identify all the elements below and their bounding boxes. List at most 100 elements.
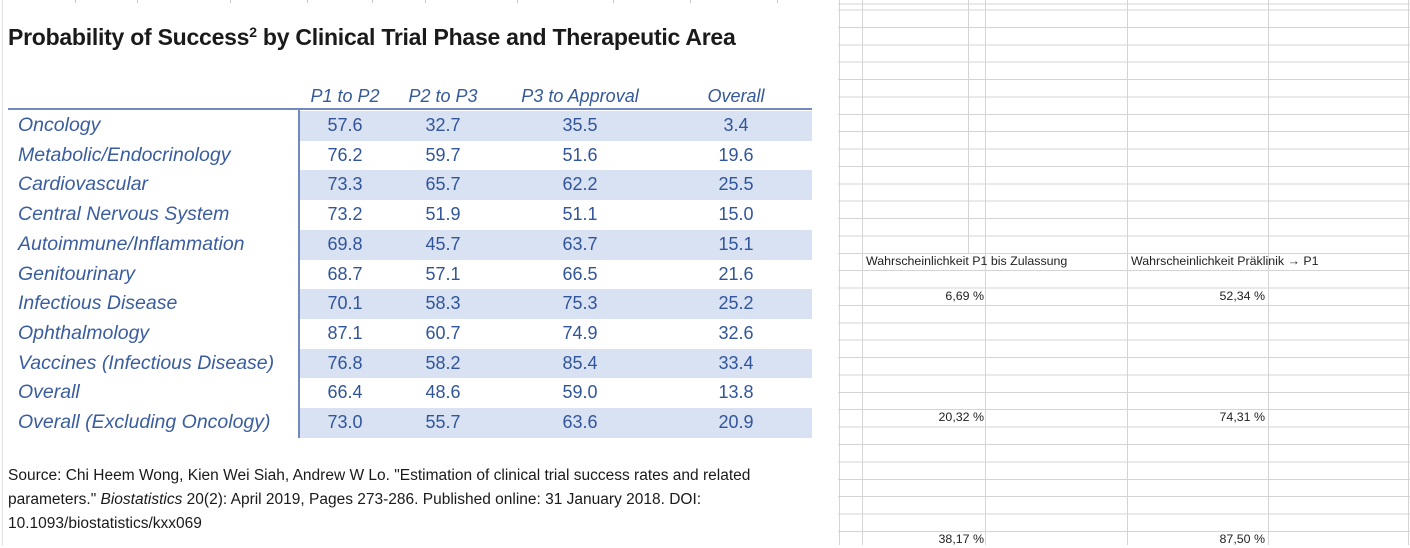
cell-value: 73.2 — [327, 204, 363, 225]
table-row-genitourinary: Genitourinary 68.7 57.1 66.5 21.6 — [0, 260, 812, 290]
label-values-divider — [298, 108, 300, 438]
table-row-vaccines: Vaccines (Infectious Disease) 76.8 58.2 … — [0, 348, 812, 379]
cell-value: 32.7 — [425, 115, 461, 135]
cell-value: 13.8 — [718, 382, 754, 403]
cell-value: 74.9 — [562, 323, 598, 344]
title-superscript: 2 — [249, 24, 257, 40]
row-shading — [300, 408, 812, 438]
table-row-ophthalmology: Ophthalmology 87.1 60.7 74.9 32.6 — [0, 319, 812, 349]
gridline-tick — [613, 0, 614, 3]
cell-value: 60.7 — [425, 323, 461, 344]
column-header-overall: Overall — [707, 86, 765, 106]
row-label: Overall (Excluding Oncology) — [18, 411, 271, 434]
cell-value: 73.3 — [327, 174, 363, 195]
column-gridline-fragment — [2, 0, 3, 545]
cell-value: 70.1 — [327, 293, 363, 314]
cell-value: 68.7 — [327, 263, 363, 284]
column-gridline — [985, 0, 986, 545]
cell-value: 59.7 — [425, 144, 461, 165]
table-row-autoimmune: Autoimmune/Inflammation 69.8 45.7 63.7 1… — [0, 229, 812, 260]
source-citation: Source: Chi Heem Wong, Kien Wei Siah, An… — [8, 464, 750, 537]
cell-value-praeklinik-p1-1[interactable]: 52,34 % — [1219, 288, 1265, 303]
table-row-cns: Central Nervous System 73.2 51.9 51.1 15… — [0, 200, 812, 230]
header-underline — [8, 108, 812, 110]
cell-value-p1-zulassung-2[interactable]: 20,32 % — [938, 410, 984, 425]
cell-value: 73.0 — [327, 412, 363, 433]
cell-value: 45.7 — [425, 233, 461, 254]
cell-value: 62.2 — [562, 174, 598, 195]
cell-value: 69.8 — [327, 233, 363, 254]
column-gridline — [862, 0, 863, 545]
column-header-p1-to-p2: P1 to P2 — [310, 86, 380, 106]
cell-value: 32.6 — [718, 323, 754, 344]
cell-value-p1-zulassung-1[interactable]: 6,69 % — [945, 288, 984, 303]
cell-value: 76.8 — [327, 352, 363, 373]
cell-value-p1-zulassung-3[interactable]: 38,17 % — [938, 531, 984, 546]
table-row-cardiovascular: Cardiovascular 73.3 65.7 62.2 25.5 — [0, 170, 812, 201]
cell-value: 58.2 — [425, 352, 461, 373]
cell-value: 20.9 — [718, 412, 754, 433]
cell-value-praeklinik-p1-2[interactable]: 74,31 % — [1219, 410, 1265, 425]
row-label: Ophthalmology — [18, 322, 150, 345]
table-row-overall: Overall 66.4 48.6 59.0 13.8 — [0, 378, 812, 408]
cell-value: 51.6 — [562, 144, 598, 165]
cell-header-probability-p1-to-approval[interactable]: Wahrscheinlichkeit P1 bis Zulassung — [866, 254, 1068, 268]
gridline-tick — [75, 0, 76, 3]
gridline-tick — [517, 0, 518, 3]
cell-value: 15.0 — [718, 204, 754, 225]
clinical-trial-table-object[interactable]: Probability of Success2 by Clinical Tria… — [0, 0, 838, 545]
cell-value-praeklinik-p1-3[interactable]: 87,50 % — [1219, 531, 1265, 546]
cell-value: 66.4 — [327, 382, 363, 403]
cell-value: 55.7 — [425, 412, 461, 433]
table-row-oncology: Oncology 57.6 32.7 35.5 3.4 — [0, 111, 812, 141]
cell-value: 59.0 — [562, 382, 598, 403]
gridline-tick — [425, 0, 426, 3]
column-gridline — [839, 0, 840, 545]
cell-value: 57.6 — [327, 115, 363, 135]
cell-value: 15.1 — [718, 233, 754, 254]
gridline-tick — [137, 0, 138, 3]
row-shading — [300, 229, 812, 260]
row-label: Metabolic/Endocrinology — [18, 143, 231, 166]
gridline-tick — [372, 0, 373, 3]
cell-value: 51.9 — [425, 204, 461, 225]
cell-value: 51.1 — [562, 204, 598, 225]
source-line-2: parameters." Biostatistics 20(2): April … — [8, 491, 702, 509]
source-line-3-doi: 10.1093/biostatistics/kxx069 — [8, 515, 202, 533]
row-label: Vaccines (Infectious Disease) — [18, 351, 275, 374]
sheet-grid[interactable]: Wahrscheinlichkeit P1 bis Zulassung Wahr… — [838, 0, 1410, 546]
cell-value: 25.2 — [718, 293, 754, 314]
row-label: Cardiovascular — [18, 173, 149, 196]
column-gridline — [1127, 0, 1128, 545]
column-header-p3-to-approval: P3 to Approval — [521, 86, 639, 106]
journal-name: Biostatistics — [100, 491, 183, 509]
row-shading — [300, 170, 812, 201]
cell-value: 19.6 — [718, 144, 754, 165]
cell-value: 85.4 — [562, 352, 598, 373]
row-shading — [300, 111, 812, 141]
cell-value: 63.6 — [562, 412, 598, 433]
table-body: Oncology 57.6 32.7 35.5 3.4 Metabolic/En… — [0, 111, 812, 438]
cell-value: 48.6 — [425, 382, 461, 403]
source-line-1: Source: Chi Heem Wong, Kien Wei Siah, An… — [8, 467, 751, 484]
table-row-overall-excl-oncology: Overall (Excluding Oncology) 73.0 55.7 6… — [0, 408, 812, 438]
cell-value: 87.1 — [327, 323, 363, 344]
column-header-p2-to-p3: P2 to P3 — [408, 86, 478, 106]
cell-value: 25.5 — [718, 174, 754, 195]
column-gridline — [968, 0, 969, 253]
page-title: Probability of Success2 by Clinical Tria… — [8, 24, 736, 50]
gridline-tick — [777, 0, 778, 3]
cell-header-probability-preclinic-to-p1[interactable]: Wahrscheinlichkeit Präklinik → P1 — [1131, 254, 1319, 268]
cell-value: 57.1 — [425, 263, 461, 284]
row-label: Infectious Disease — [18, 292, 178, 315]
cell-value: 65.7 — [425, 174, 461, 195]
cell-value: 63.7 — [562, 233, 598, 254]
row-label: Overall — [18, 381, 80, 404]
cell-value: 76.2 — [327, 144, 363, 165]
cell-value: 35.5 — [562, 115, 598, 135]
row-label: Autoimmune/Inflammation — [18, 232, 245, 255]
column-gridline — [1408, 0, 1409, 545]
table-row-metabolic: Metabolic/Endocrinology 76.2 59.7 51.6 1… — [0, 141, 812, 171]
column-gridline — [1268, 0, 1269, 545]
